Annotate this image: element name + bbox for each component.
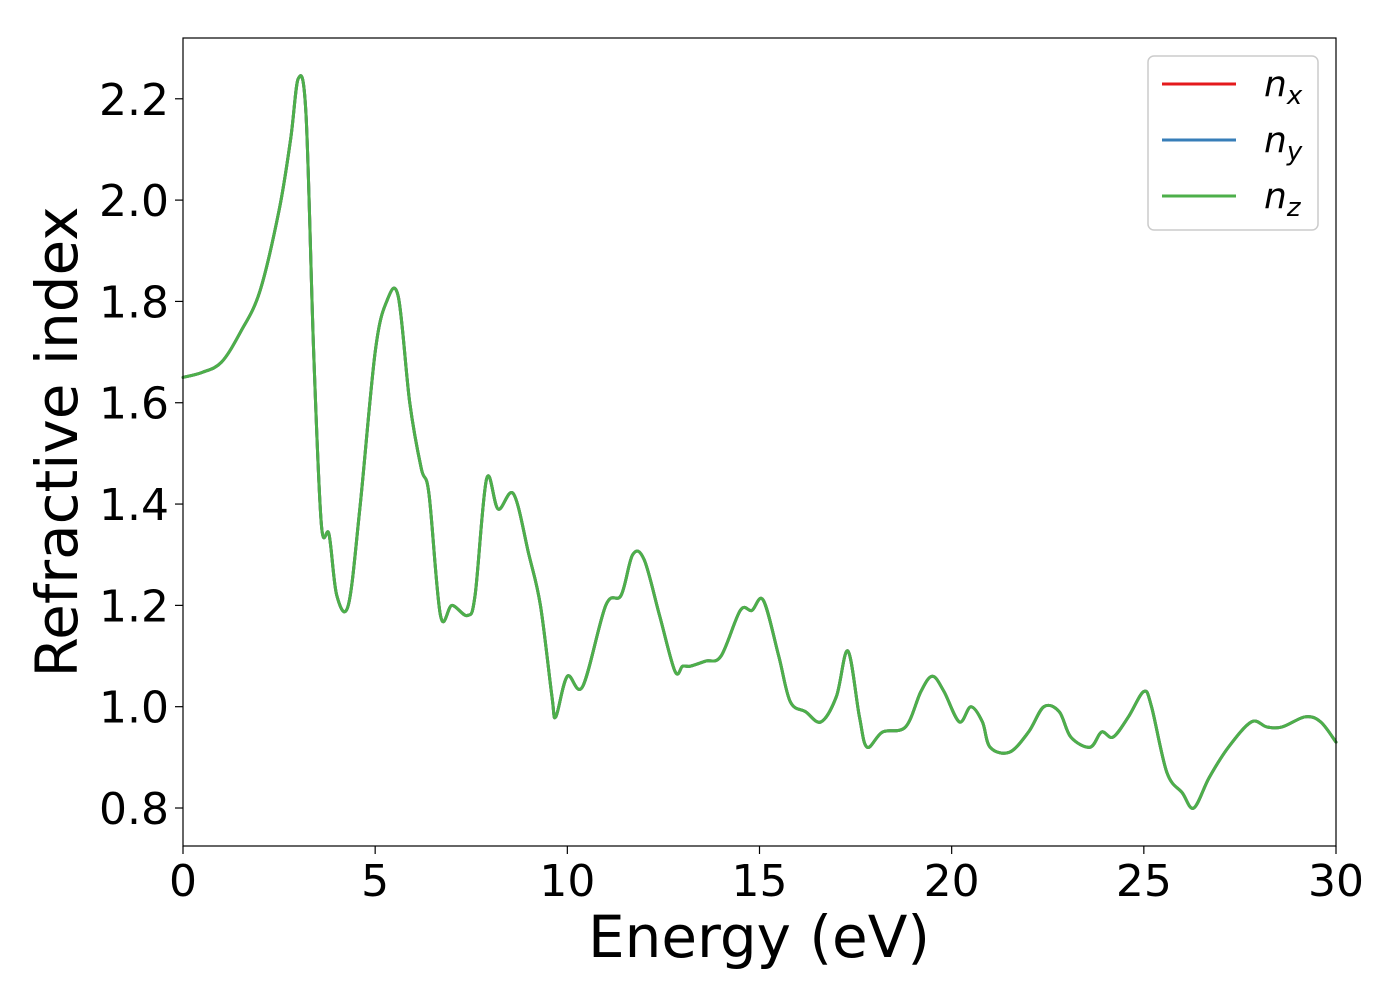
- x-axis-label: Energy (eV): [588, 903, 930, 971]
- x-axis-ticks: 0 5 10 15 20 25 30: [169, 846, 1364, 907]
- y-tick-label: 0.8: [99, 784, 169, 835]
- legend-label-nz: nz: [1264, 176, 1302, 223]
- legend-label-nx: nx: [1264, 64, 1303, 111]
- y-tick-label: 1.6: [99, 379, 169, 430]
- legend-label-base: n: [1264, 176, 1287, 217]
- x-tick-label: 20: [924, 856, 980, 907]
- legend-label-base: n: [1264, 64, 1287, 105]
- x-tick-label: 30: [1308, 856, 1364, 907]
- legend-label-subscript: x: [1286, 81, 1303, 111]
- y-axis-ticks: 0.8 1.0 1.2 1.4 1.6 1.8 2.0 2.2: [99, 75, 183, 835]
- y-tick-label: 1.0: [99, 683, 169, 734]
- legend-label-base: n: [1264, 120, 1287, 161]
- y-tick-label: 2.0: [99, 176, 169, 227]
- y-tick-label: 1.2: [99, 581, 169, 632]
- series-line-nz: [181, 74, 1338, 810]
- x-tick-label: 15: [732, 856, 788, 907]
- series-layer: [181, 74, 1338, 810]
- y-tick-label: 1.8: [99, 277, 169, 328]
- x-tick-label: 10: [539, 856, 595, 907]
- y-tick-label: 1.4: [99, 480, 169, 531]
- legend-label-subscript: z: [1286, 193, 1302, 223]
- y-tick-label: 2.2: [99, 75, 169, 126]
- x-tick-label: 25: [1116, 856, 1172, 907]
- x-tick-label: 5: [361, 856, 389, 907]
- plot-area: [183, 38, 1336, 846]
- legend-label-subscript: y: [1286, 137, 1303, 167]
- legend-box: [1147, 55, 1319, 231]
- legend-label-ny: ny: [1264, 120, 1303, 167]
- x-tick-label: 0: [169, 856, 197, 907]
- y-axis-label: Refractive index: [23, 206, 91, 677]
